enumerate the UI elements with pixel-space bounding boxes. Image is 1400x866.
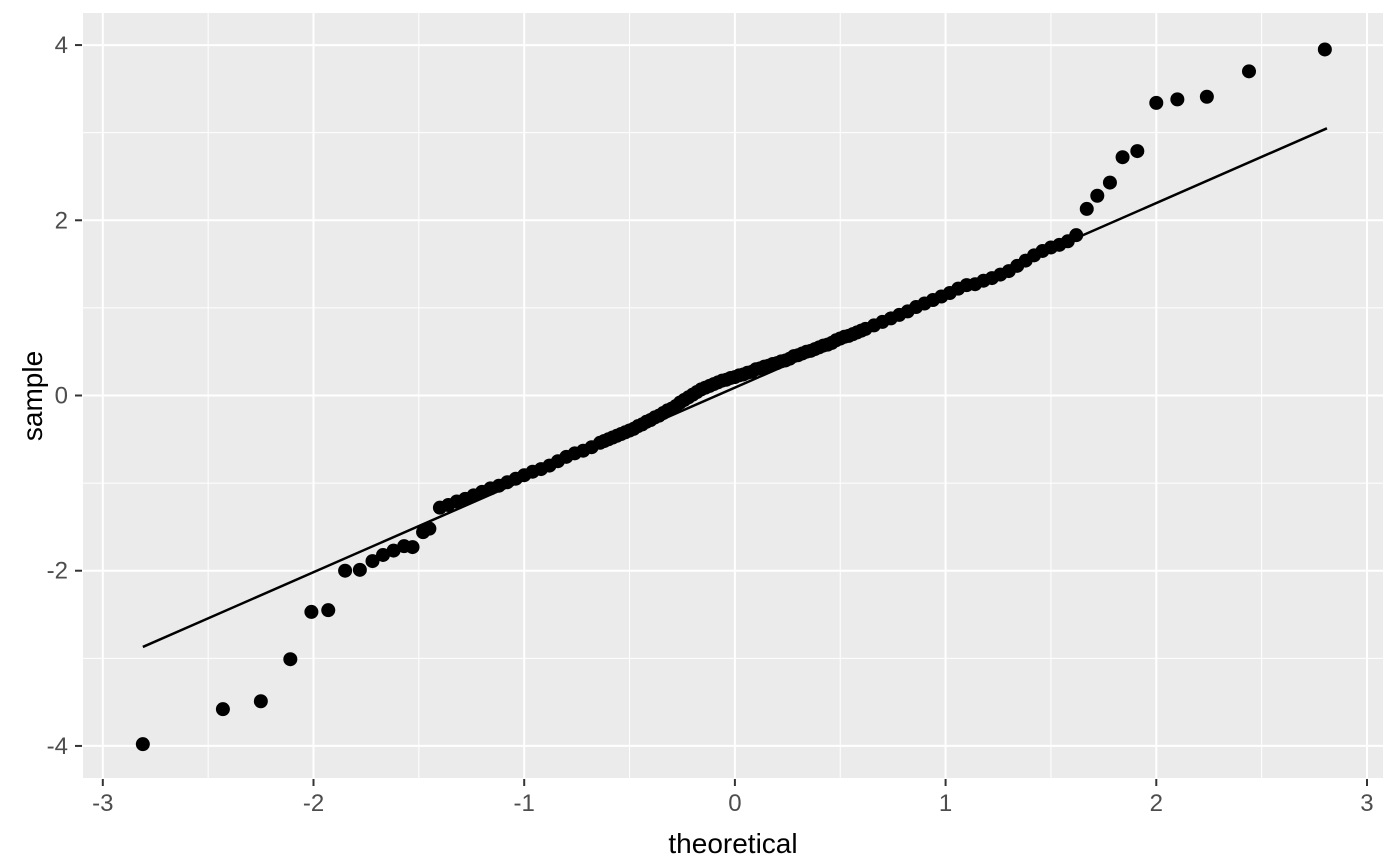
- x-axis-title: theoretical: [668, 828, 797, 859]
- y-tick-label: -2: [47, 558, 68, 585]
- qq-point: [352, 562, 367, 577]
- qq-point: [338, 563, 353, 578]
- x-tick-label: -2: [303, 790, 324, 817]
- y-tick-label: 4: [55, 32, 68, 59]
- qq-point: [1130, 144, 1145, 159]
- y-tick-label: 2: [55, 207, 68, 234]
- x-tick-label: -3: [92, 790, 113, 817]
- qq-point: [1079, 201, 1094, 216]
- qq-point: [304, 604, 319, 619]
- qq-point: [405, 540, 420, 555]
- qq-point: [1090, 188, 1105, 203]
- qq-point: [422, 521, 437, 536]
- qq-point: [1241, 64, 1256, 79]
- qq-point: [1317, 42, 1332, 57]
- qq-point: [365, 554, 380, 569]
- x-tick-label: 0: [728, 790, 741, 817]
- qq-reference-line: [142, 127, 1328, 649]
- qq-point: [253, 694, 268, 709]
- qq-point: [1199, 89, 1214, 104]
- x-tick-label: 3: [1360, 790, 1373, 817]
- y-tick-label: -4: [47, 733, 68, 760]
- qq-point: [1102, 175, 1117, 190]
- qq-point: [386, 543, 401, 558]
- x-tick-label: -1: [514, 790, 535, 817]
- x-tick-label: 1: [939, 790, 952, 817]
- x-tick-label: 2: [1150, 790, 1163, 817]
- qq-point: [1170, 92, 1185, 107]
- y-tick-label: 0: [55, 383, 68, 410]
- y-axis-title: sample: [17, 351, 48, 441]
- qq-point: [1149, 95, 1164, 110]
- qq-point: [376, 547, 391, 562]
- qq-point: [1115, 150, 1130, 165]
- qq-point: [215, 702, 230, 717]
- qq-point: [135, 737, 150, 752]
- qq-point: [283, 652, 298, 667]
- qq-point: [321, 603, 336, 618]
